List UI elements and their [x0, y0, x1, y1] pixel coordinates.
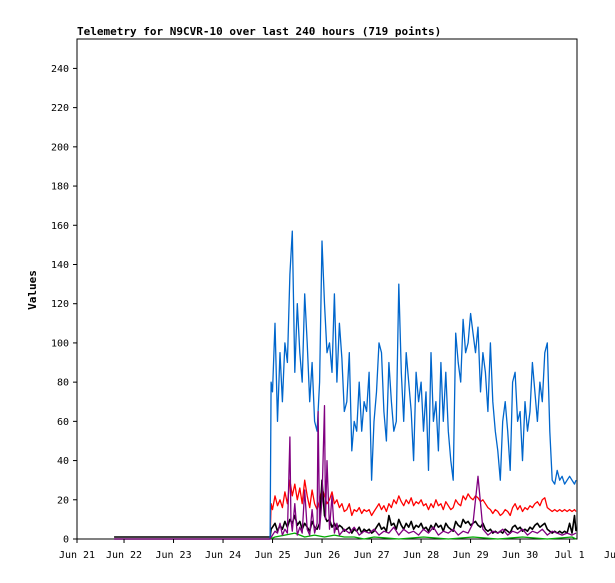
x-tick-label: Jul 1: [555, 550, 585, 561]
series-line-4: [114, 532, 577, 540]
x-tick-label: Jun 28: [403, 550, 439, 561]
x-tick-label: Jun 22: [106, 550, 142, 561]
y-tick-label: 160: [51, 221, 69, 232]
x-tick-label: Jun 29: [453, 550, 489, 561]
y-tick-label: 220: [51, 103, 69, 114]
plot-frame: [76, 38, 578, 540]
x-tick-label: Jun 25: [254, 550, 290, 561]
series-layer: [114, 230, 577, 540]
x-tick-label: Jun 27: [353, 550, 389, 561]
x-tick-label: Jun 30: [502, 550, 538, 561]
y-tick-label: 60: [57, 417, 69, 428]
y-axis-ticks: 0 20 40 60 80 100 120 140 160 180 200 220 240: [51, 64, 77, 546]
y-tick-label: 20: [57, 495, 69, 506]
y-tick-label: 180: [51, 182, 69, 193]
x-tick-label: Jun 24: [205, 550, 241, 561]
x-tick-label: Jun 26: [304, 550, 340, 561]
y-tick-label: 200: [51, 142, 69, 153]
y-tick-label: 0: [63, 535, 69, 546]
x-tick-label: Jun 23: [155, 550, 191, 561]
y-tick-label: 240: [51, 64, 69, 75]
y-axis-label: Values: [26, 270, 39, 310]
chart-title: Telemetry for N9CVR-10 over last 240 hou…: [77, 25, 441, 38]
x-tick-label: Jul 2: [604, 550, 615, 561]
series-line-3: [114, 405, 577, 540]
series-line-2: [114, 479, 577, 538]
series-line-0: [114, 230, 577, 540]
x-axis-ticks: Jun 21 Jun 22 Jun 23 Jun 24 Jun 25 Jun 26 Jun …: [59, 539, 615, 561]
x-tick-label: Jun 21: [59, 550, 95, 561]
y-tick-label: 140: [51, 260, 69, 271]
y-tick-label: 120: [51, 299, 69, 310]
y-tick-label: 100: [51, 338, 69, 349]
y-tick-label: 80: [57, 378, 69, 389]
y-tick-label: 40: [57, 456, 69, 467]
